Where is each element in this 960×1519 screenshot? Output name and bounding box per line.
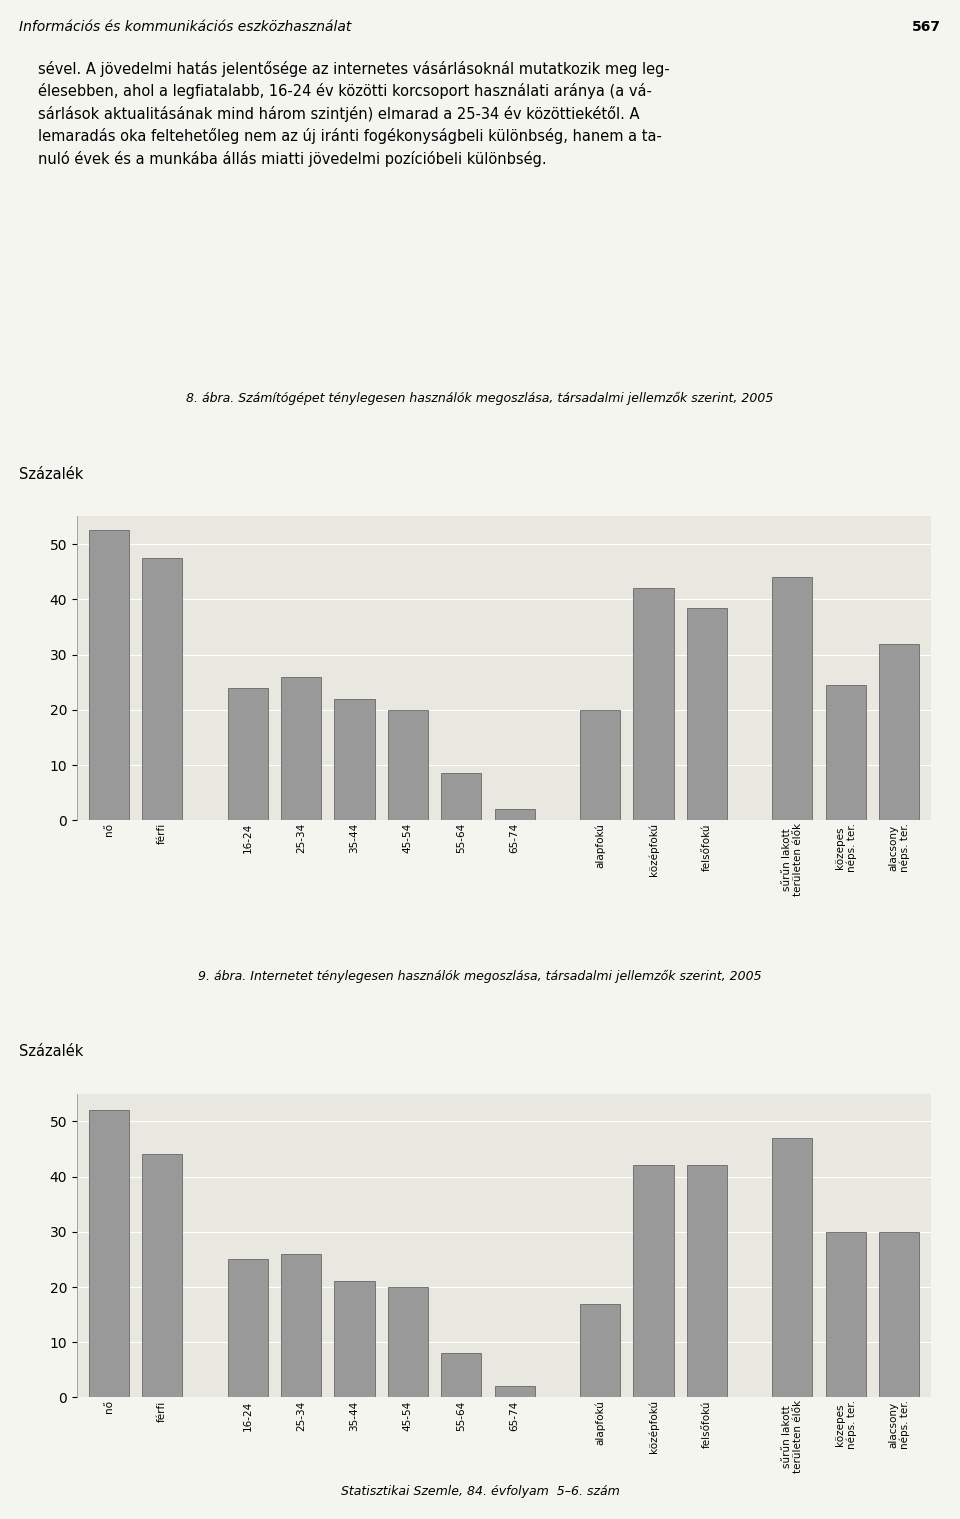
Bar bbox=[89, 530, 129, 820]
Text: Statisztikai Szemle, 84. évfolyam  5–6. szám: Statisztikai Szemle, 84. évfolyam 5–6. s… bbox=[341, 1486, 619, 1498]
Bar bbox=[442, 1353, 481, 1397]
Bar bbox=[388, 709, 428, 820]
Bar bbox=[580, 1303, 620, 1397]
Bar bbox=[687, 1165, 727, 1397]
Bar bbox=[826, 685, 866, 820]
Bar bbox=[773, 577, 812, 820]
Text: 567: 567 bbox=[912, 20, 941, 33]
Bar bbox=[580, 709, 620, 820]
Bar bbox=[634, 1165, 674, 1397]
Bar bbox=[826, 1232, 866, 1397]
Bar bbox=[228, 1259, 268, 1397]
Bar bbox=[442, 773, 481, 820]
Text: 9. ábra. Internetet ténylegesen használók megoszlása, társadalmi jellemzők szeri: 9. ábra. Internetet ténylegesen használó… bbox=[198, 969, 762, 983]
Bar bbox=[281, 1253, 321, 1397]
Bar bbox=[494, 810, 535, 820]
Text: sével. A jövedelmi hatás jelentősége az internetes vásárlásoknál mutatkozik meg : sével. A jövedelmi hatás jelentősége az … bbox=[38, 61, 670, 167]
Text: Százalék: Százalék bbox=[19, 1044, 84, 1059]
Text: 8. ábra. Számítógépet ténylegesen használók megoszlása, társadalmi jellemzők sze: 8. ábra. Számítógépet ténylegesen haszná… bbox=[186, 392, 774, 406]
Bar bbox=[228, 688, 268, 820]
Text: Információs és kommunikációs eszközhasználat: Információs és kommunikációs eszközhaszn… bbox=[19, 20, 351, 33]
Bar bbox=[634, 588, 674, 820]
Bar bbox=[879, 644, 919, 820]
Bar bbox=[142, 1154, 182, 1397]
Bar bbox=[334, 1282, 374, 1397]
Bar bbox=[687, 608, 727, 820]
Bar bbox=[142, 557, 182, 820]
Bar bbox=[281, 676, 321, 820]
Bar bbox=[388, 1287, 428, 1397]
Bar bbox=[494, 1387, 535, 1397]
Text: Százalék: Százalék bbox=[19, 466, 84, 482]
Bar bbox=[879, 1232, 919, 1397]
Bar bbox=[334, 699, 374, 820]
Bar bbox=[773, 1138, 812, 1397]
Bar bbox=[89, 1110, 129, 1397]
